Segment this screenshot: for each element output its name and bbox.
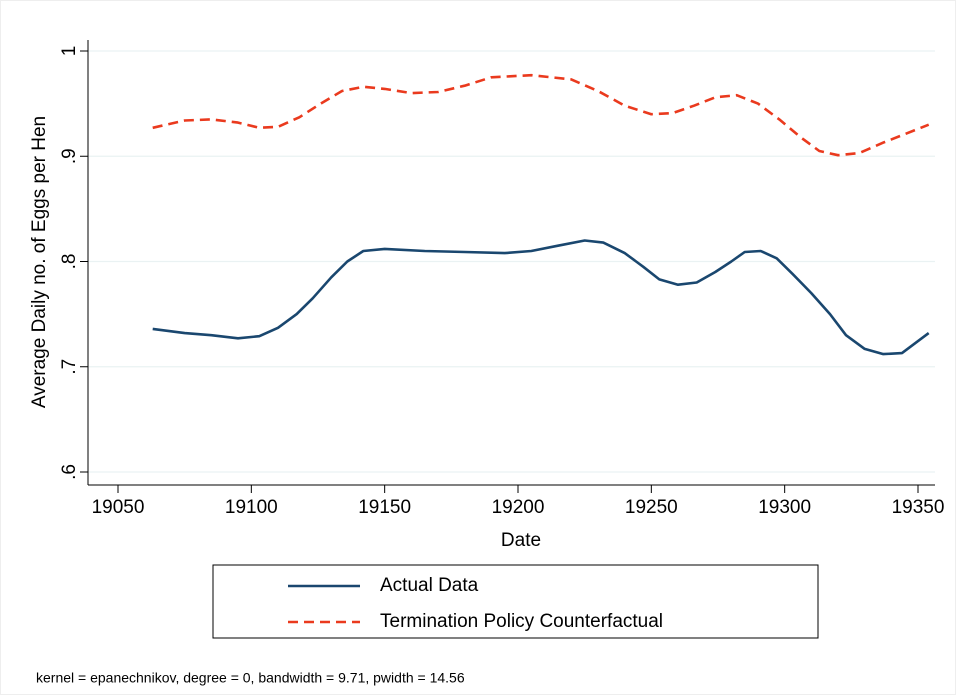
x-tick-label: 19150 [358, 497, 411, 518]
series-line [152, 239, 930, 356]
y-axis-title: Average Daily no. of Eggs per Hen [29, 116, 50, 408]
x-tick-label: 19350 [892, 497, 945, 518]
x-tick-label: 19200 [492, 497, 545, 518]
y-tick-label: .9 [59, 148, 80, 164]
x-axis-title: Date [501, 530, 541, 551]
series-line [152, 73, 930, 157]
y-tick-label: 1 [59, 46, 80, 57]
legend-label: Termination Policy Counterfactual [380, 611, 663, 632]
y-tick-label: .6 [59, 464, 80, 480]
x-tick-label: 19300 [758, 497, 811, 518]
x-tick-label: 19050 [92, 497, 145, 518]
y-tick-label: .8 [59, 254, 80, 270]
legend-box [212, 564, 819, 639]
legend-label: Actual Data [380, 575, 479, 596]
x-tick-label: 19250 [625, 497, 678, 518]
x-tick-label: 19100 [225, 497, 278, 518]
y-tick-label: .7 [59, 359, 80, 375]
note: kernel = epanechnikov, degree = 0, bandw… [36, 670, 465, 686]
